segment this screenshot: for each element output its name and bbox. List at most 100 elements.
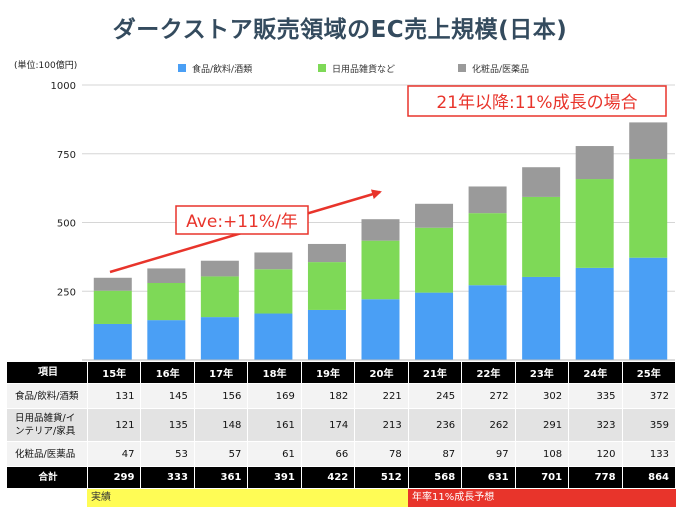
legend-label: 化粧品/医薬品 — [472, 63, 529, 75]
table-header-year: 15年 — [86, 361, 142, 384]
bar-segment — [361, 299, 400, 360]
table-row: 化粧品/医薬品 47 53 57 61 66 78 87 97 108 120 133 — [6, 441, 677, 467]
table-cell: 133 — [621, 441, 677, 467]
growth-label: Ave:+11%/年 — [186, 212, 298, 232]
table-header-label: 項目 — [6, 361, 88, 384]
table-header-year: 22年 — [461, 361, 516, 384]
legend-swatch — [458, 64, 466, 72]
bar-segment — [200, 260, 239, 277]
bar-segment — [575, 179, 614, 268]
bar-segment — [415, 227, 454, 293]
table-cell: 213 — [354, 408, 409, 442]
table-total-cell: 512 — [354, 466, 409, 489]
table-cell: 182 — [300, 383, 356, 409]
table-cell: 87 — [407, 441, 463, 467]
bar-segment — [468, 186, 507, 214]
table-total-cell: 361 — [193, 466, 249, 489]
bar-segment — [93, 277, 132, 291]
bar-segment — [522, 276, 561, 360]
table-header-year: 25年 — [621, 361, 677, 384]
bar-segment — [629, 257, 668, 360]
table-header-row: 項目 15年 16年 17年 18年 19年 20年 21年 22年 23年 24年 25年 — [6, 361, 677, 384]
table-cell: 148 — [193, 408, 249, 442]
bar-segment — [575, 267, 614, 360]
table-cell: 121 — [86, 408, 142, 442]
table-cell: 156 — [193, 383, 249, 409]
bar-segment — [415, 292, 454, 360]
bar-segment — [468, 285, 507, 360]
y-tick-label: 750 — [57, 150, 76, 161]
table-total-cell: 422 — [300, 466, 356, 489]
table-cell: 323 — [568, 408, 623, 442]
bar-segment — [307, 243, 346, 263]
table-header-year: 21年 — [407, 361, 463, 384]
bar-segment — [147, 283, 186, 321]
actual-band: 実績 — [87, 489, 408, 507]
unit-label: (単位:100億円) — [14, 59, 77, 71]
bar-segment — [575, 146, 614, 180]
table-header-year: 18年 — [247, 361, 302, 384]
chart-title: ダークストア販売領域のEC売上規模(日本) — [112, 17, 568, 43]
legend-swatch — [178, 64, 186, 72]
table-row: 食品/飲料/酒類 131 145 156 169 182 221 245 272 302 335 37… — [6, 383, 677, 409]
table-cell: 78 — [354, 441, 409, 467]
table-row-label: 食品/飲料/酒類 — [6, 383, 88, 409]
table-cell: 262 — [461, 408, 516, 442]
y-tick-label: 500 — [57, 219, 76, 230]
bar-segment — [93, 290, 132, 324]
bar-segment — [200, 317, 239, 360]
table-total-label: 合計 — [6, 466, 88, 489]
bar-segment — [361, 219, 400, 241]
table-cell: 161 — [247, 408, 302, 442]
table-header-year: 23年 — [514, 361, 570, 384]
table-total-cell: 701 — [514, 466, 570, 489]
legend-label: 日用品雑貨など — [332, 63, 395, 75]
bar-segment — [629, 122, 668, 159]
table-total-cell: 568 — [407, 466, 463, 489]
table-total-cell: 333 — [140, 466, 195, 489]
forecast-band: 年率11%成長予想 — [408, 489, 676, 507]
bar-segment — [147, 320, 186, 360]
stacked-bar-chart: (単位:100億円) 食品/飲料/酒類 日用品雑貨など 化粧品/医薬品 250 500 75… — [14, 59, 675, 361]
table-cell: 131 — [86, 383, 142, 409]
table-cell: 359 — [621, 408, 677, 442]
table-cell: 236 — [407, 408, 463, 442]
table-cell: 302 — [514, 383, 570, 409]
bar-segment — [147, 268, 186, 283]
table-total-cell: 864 — [621, 466, 677, 489]
table-total-cell: 778 — [568, 466, 623, 489]
table-row: 日用品雑貨/インテリア/家具 121 135 148 161 174 213 236 262 29… — [6, 408, 677, 442]
bar-segment — [629, 158, 668, 258]
bar-segment — [254, 269, 293, 314]
bar-segment — [522, 167, 561, 197]
table-cell: 169 — [247, 383, 302, 409]
table-cell: 174 — [300, 408, 356, 442]
growth-label-box — [175, 205, 309, 235]
table-header-year: 19年 — [300, 361, 356, 384]
table-cell: 53 — [140, 441, 195, 467]
table-cell: 108 — [514, 441, 570, 467]
table-cell: 47 — [86, 441, 142, 467]
bar-segment — [93, 323, 132, 360]
bar-segment — [200, 276, 239, 318]
bar-segment — [254, 313, 293, 360]
data-table: 項目 15年 16年 17年 18年 19年 20年 21年 22年 23年 24年 25年 食品/飲料… — [6, 361, 677, 489]
table-total-cell: 299 — [86, 466, 142, 489]
forecast-label: 21年以降:11%成長の場合 — [436, 93, 637, 113]
table-cell: 61 — [247, 441, 302, 467]
forecast-label-box — [407, 85, 667, 117]
table-total-cell: 391 — [247, 466, 302, 489]
table-cell: 221 — [354, 383, 409, 409]
table-cell: 57 — [193, 441, 249, 467]
table-cell: 245 — [407, 383, 463, 409]
table-header-year: 24年 — [568, 361, 623, 384]
table-cell: 66 — [300, 441, 356, 467]
bar-segment — [415, 203, 454, 228]
table-cell: 97 — [461, 441, 516, 467]
table-row-label: 化粧品/医薬品 — [6, 441, 88, 467]
y-tick-label: 1000 — [51, 81, 76, 92]
table-total-row: 合計 299 333 361 391 422 512 568 631 701 778 864 — [6, 466, 677, 489]
bar-segment — [522, 196, 561, 277]
bar-segment — [307, 309, 346, 360]
y-tick-label: 250 — [57, 287, 76, 298]
